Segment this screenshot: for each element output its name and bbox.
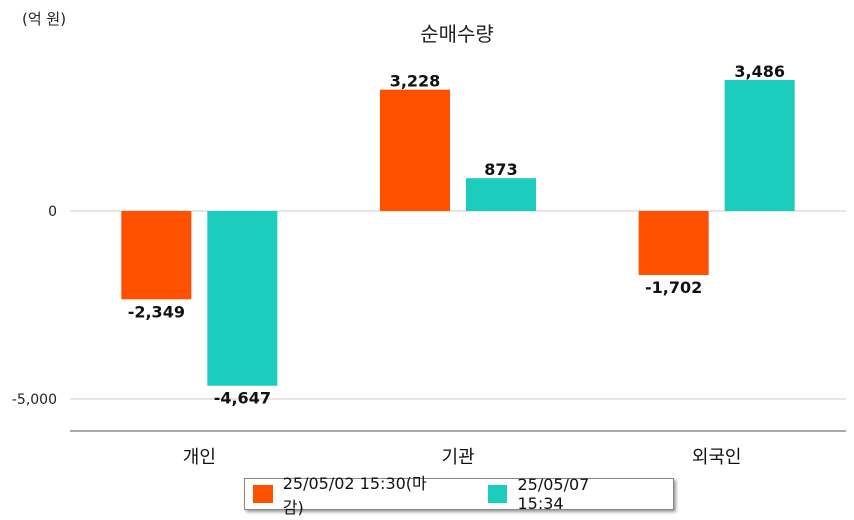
legend-label-series-2: 25/05/07 15:34 [517, 475, 590, 513]
chart-title: 순매수량 [420, 22, 494, 46]
x-tick-label-1: 기관 [441, 447, 474, 468]
legend-swatch-series-2 [487, 485, 508, 503]
data-label-2-1: 873 [484, 160, 517, 179]
legend-swatch-series-1 [253, 485, 273, 503]
bar-2-0 [207, 211, 278, 386]
bar-2-1 [466, 178, 536, 211]
data-label-1-0: -2,349 [128, 302, 185, 321]
legend-label-series-1: 25/05/02 15:30(마감) [282, 474, 427, 517]
legend-item-series-1[interactable]: 25/05/02 15:30(마감) [253, 470, 446, 518]
x-tick-label-2: 외국인 [692, 447, 742, 468]
y-tick-label-0: 0 [48, 204, 57, 220]
y-tick-label-1: -5,000 [12, 392, 57, 408]
x-tick-label-0: 개인 [183, 447, 216, 468]
bar-1-1 [380, 89, 450, 211]
data-label-2-0: -4,647 [214, 389, 271, 408]
legend-item-series-2[interactable]: 25/05/07 15:34 [487, 475, 639, 513]
data-label-1-2: -1,702 [645, 278, 702, 297]
chart-legend: 25/05/02 15:30(마감) 25/05/07 15:34 [244, 474, 674, 517]
bar-1-0 [121, 211, 192, 300]
bar-2-2 [724, 79, 795, 212]
bar-1-2 [638, 211, 709, 275]
unit-label: (억 원) [22, 10, 67, 28]
data-label-1-1: 3,228 [390, 72, 441, 91]
data-label-2-2: 3,486 [734, 62, 785, 81]
